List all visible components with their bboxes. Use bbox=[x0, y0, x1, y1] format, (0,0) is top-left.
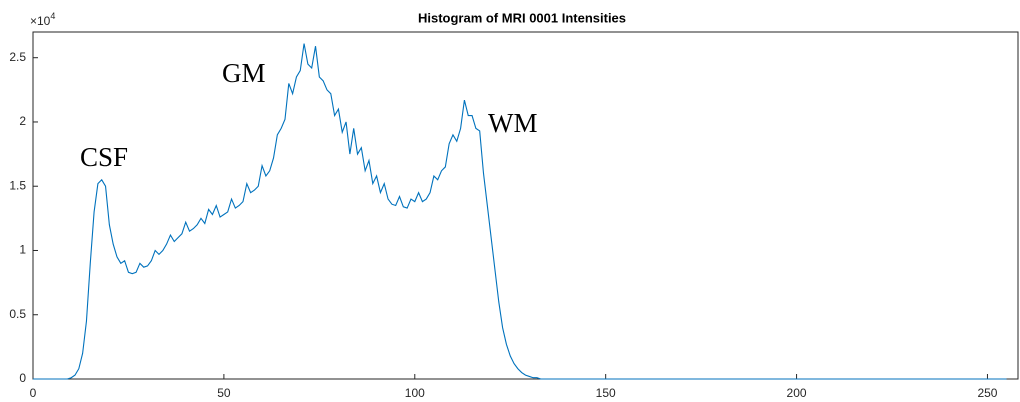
y-multiplier: ×104 bbox=[30, 11, 55, 28]
y-tick-label: 2.5 bbox=[9, 50, 26, 64]
y-tick-label: 0 bbox=[19, 371, 26, 385]
y-multiplier-base: ×10 bbox=[30, 14, 51, 28]
x-tick-label: 250 bbox=[977, 386, 997, 400]
y-tick-label: 1 bbox=[19, 243, 26, 257]
y-tick-label: 1.5 bbox=[9, 178, 26, 192]
plot-area bbox=[32, 31, 1019, 380]
y-multiplier-exponent: 4 bbox=[50, 11, 55, 21]
annotation: GM bbox=[222, 58, 266, 88]
chart-title: Histogram of MRI 0001 Intensities bbox=[418, 10, 626, 25]
x-tick-label: 150 bbox=[596, 386, 616, 400]
x-tick-label: 50 bbox=[217, 386, 231, 400]
histogram-line bbox=[33, 43, 1007, 380]
x-tick-label: 200 bbox=[787, 386, 807, 400]
x-tick-label: 0 bbox=[30, 386, 37, 400]
annotation: CSF bbox=[80, 142, 128, 172]
x-tick-label: 100 bbox=[405, 386, 425, 400]
annotation: WM bbox=[488, 108, 538, 138]
y-tick-label: 2 bbox=[19, 114, 26, 128]
y-tick-label: 0.5 bbox=[9, 307, 26, 321]
